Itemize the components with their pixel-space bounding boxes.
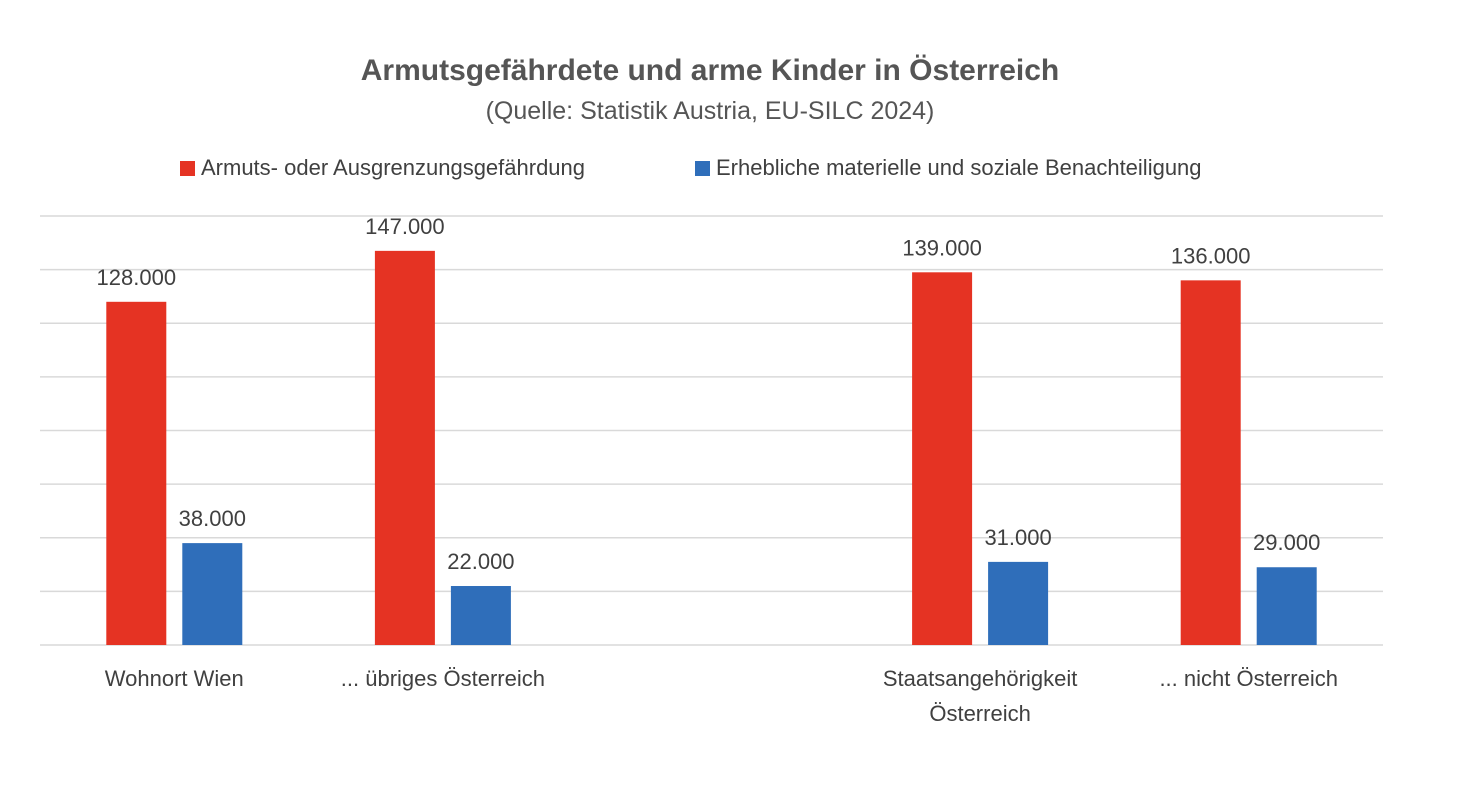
legend-label: Erhebliche materielle und soziale Benach…: [716, 155, 1202, 180]
data-label: 29.000: [1253, 530, 1320, 555]
data-label: 128.000: [97, 265, 177, 290]
bar: [182, 543, 243, 645]
legend: Armuts- oder Ausgrenzungsgefährdung Erheb…: [180, 155, 1202, 180]
category-labels: Wohnort Wien ... übriges Österreich Staats…: [105, 666, 1338, 726]
bars: [106, 250, 1317, 645]
legend-swatch: [695, 161, 710, 176]
bar: [374, 250, 435, 645]
bar: [106, 301, 167, 645]
bar: [1256, 567, 1317, 645]
category-label: ... nicht Österreich: [1159, 666, 1338, 691]
data-labels: 128.000 38.000 147.000 22.000 139.000 31.000 1…: [97, 214, 1321, 574]
bar: [988, 561, 1049, 645]
category-label: Staatsangehörigkeit: [883, 666, 1077, 691]
bar: [450, 586, 511, 645]
data-label: 22.000: [447, 549, 514, 574]
gridlines: [40, 215, 1383, 646]
data-label: 139.000: [902, 235, 982, 260]
category-label: Wohnort Wien: [105, 666, 244, 691]
category-label: ... übriges Österreich: [341, 666, 545, 691]
bar: [1180, 280, 1241, 645]
legend-label: Armuts- oder Ausgrenzungsgefährdung: [201, 155, 585, 180]
data-label: 147.000: [365, 214, 445, 239]
bar: [912, 272, 973, 645]
chart-title: Armutsgefährdete und arme Kinder in Öste…: [361, 54, 1060, 87]
chart-subtitle: (Quelle: Statistik Austria, EU-SILC 2024…: [486, 97, 935, 125]
data-label: 38.000: [179, 506, 246, 531]
data-label: 136.000: [1171, 243, 1251, 268]
legend-swatch: [180, 161, 195, 176]
category-label: Österreich: [929, 701, 1030, 726]
data-label: 31.000: [984, 525, 1051, 550]
